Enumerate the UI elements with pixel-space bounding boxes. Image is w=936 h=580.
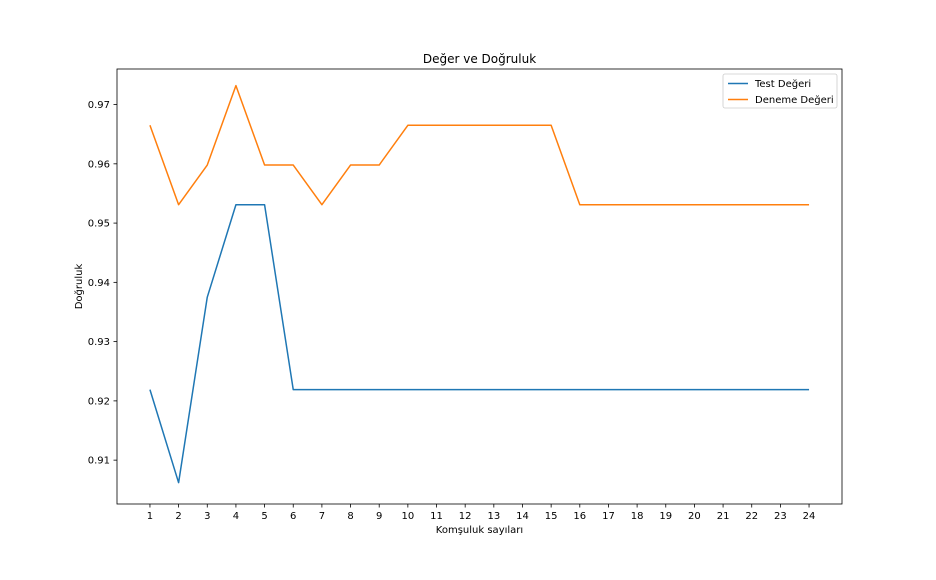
x-tick-label: 4 bbox=[233, 511, 239, 522]
x-tick-label: 22 bbox=[745, 511, 758, 522]
x-tick-label: 5 bbox=[261, 511, 267, 522]
x-tick-label: 18 bbox=[631, 511, 644, 522]
x-tick-label: 23 bbox=[774, 511, 787, 522]
x-tick-label: 13 bbox=[487, 511, 500, 522]
x-tick-label: 9 bbox=[376, 511, 382, 522]
legend: Test Değeri Deneme Değeri bbox=[722, 73, 838, 109]
plot-frame bbox=[116, 68, 843, 505]
y-tick-label: 0.95 bbox=[88, 219, 110, 230]
x-tick-label: 8 bbox=[347, 511, 353, 522]
y-tick-label: 0.94 bbox=[88, 278, 110, 289]
series-line-1 bbox=[149, 203, 810, 484]
chart-title: Değer ve Doğruluk bbox=[423, 52, 536, 66]
y-tick-label: 0.96 bbox=[88, 159, 110, 170]
y-tick-label: 0.97 bbox=[88, 100, 110, 111]
x-tick-label: 10 bbox=[401, 511, 414, 522]
x-tick-label: 19 bbox=[659, 511, 672, 522]
x-tick-label: 1 bbox=[147, 511, 153, 522]
y-tick-label: 0.91 bbox=[88, 456, 110, 467]
x-tick-label: 6 bbox=[290, 511, 296, 522]
legend-label-1: Test Değeri bbox=[754, 78, 811, 90]
y-tick-label: 0.92 bbox=[88, 396, 110, 407]
x-tick-label: 12 bbox=[459, 511, 472, 522]
x-tick-label: 17 bbox=[602, 511, 615, 522]
x-tick-label: 21 bbox=[717, 511, 730, 522]
x-axis-label: Komşuluk sayıları bbox=[436, 525, 523, 536]
x-tick-label: 14 bbox=[516, 511, 529, 522]
x-tick-label: 20 bbox=[688, 511, 701, 522]
y-axis-label: Doğruluk bbox=[73, 264, 85, 310]
x-tick-label: 24 bbox=[803, 511, 816, 522]
series-line-2 bbox=[149, 84, 810, 206]
x-tick-label: 7 bbox=[319, 511, 325, 522]
x-tick-label: 15 bbox=[545, 511, 558, 522]
x-tick-label: 2 bbox=[175, 511, 181, 522]
legend-label-2: Deneme Değeri bbox=[755, 94, 834, 106]
x-tick-label: 11 bbox=[430, 511, 443, 522]
plot-area: 1 2 3 4 5 6 7 8 9 10 11 12 13 14 15 16 17 18 19 20 21 22 23 240… bbox=[88, 68, 843, 522]
x-tick-label: 3 bbox=[204, 511, 210, 522]
x-tick-label: 16 bbox=[573, 511, 586, 522]
y-tick-label: 0.93 bbox=[88, 337, 110, 348]
legend-box bbox=[722, 73, 838, 109]
